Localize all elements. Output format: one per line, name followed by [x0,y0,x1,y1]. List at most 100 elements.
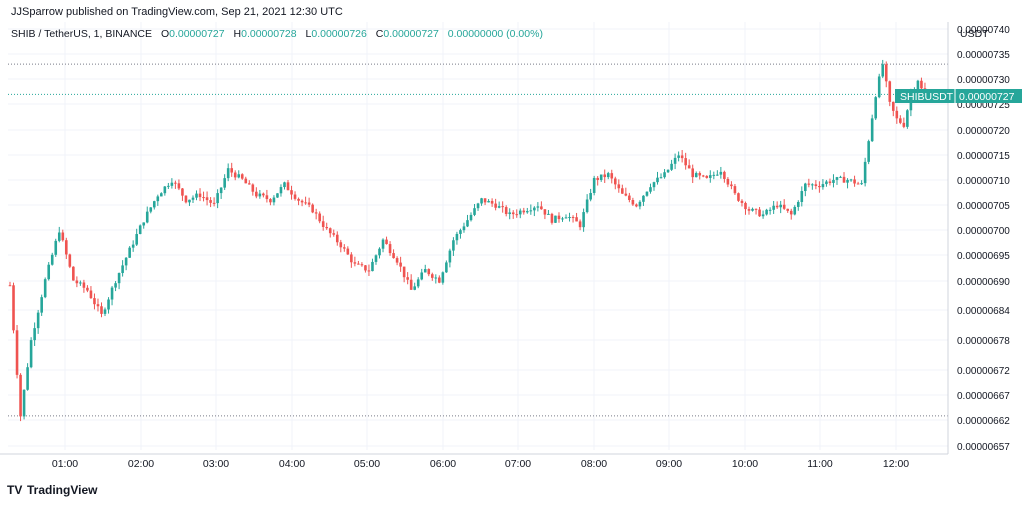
candle [202,191,205,202]
candle [754,208,758,215]
x-tick-label: 05:00 [354,458,380,470]
y-tick-label: 0.00000667 [957,391,1010,402]
candle [635,203,638,208]
candle-body [230,168,234,173]
candle-body [409,279,413,290]
candle [251,183,255,196]
tradingview-logo[interactable]: TV TradingView [7,483,98,497]
candle-body [247,183,251,185]
candle-body [515,214,519,216]
candle-body [96,304,100,307]
candle [673,153,677,170]
candle-body [131,244,135,248]
candle [61,229,65,242]
candle-body [293,194,297,199]
candle-body [673,157,677,164]
candle-body [814,184,818,186]
candle-body [719,171,723,175]
candle [328,227,332,238]
candle-body [666,169,670,173]
candle-body [47,264,51,280]
candle-body [606,173,610,178]
candle [47,262,51,281]
candle-body [701,175,705,177]
candle-body [357,263,360,265]
y-tick-label: 0.00000720 [957,126,1010,137]
candle [578,219,582,231]
candle-body [737,193,740,201]
candle [698,171,702,180]
candle [19,373,22,422]
candle-body [195,193,198,198]
candle-body [339,242,343,248]
candle-body [121,265,124,274]
candle [515,209,519,218]
candle-body [156,196,160,202]
candle [758,207,761,217]
candle-body [849,179,853,181]
candle [240,173,244,180]
candle [508,208,512,220]
candle [448,248,452,268]
y-tick-label: 0.00000678 [957,336,1010,347]
candle [761,210,765,219]
candle-body [216,193,219,204]
candle-body [758,209,761,217]
candle-body [438,277,441,283]
candle-body [476,203,480,209]
candle [656,171,659,185]
candle-body [255,191,258,197]
candle-body [114,283,117,288]
y-tick-label: 0.00000695 [957,251,1010,262]
candle [825,179,828,187]
candle-body [262,193,265,196]
candle [719,166,723,179]
candle [793,205,797,216]
candle [367,264,371,276]
candle-body [142,222,146,226]
candle [416,277,420,289]
candle-body [138,225,142,235]
candle-body [853,179,856,184]
candle [504,205,508,217]
candle [131,240,135,252]
candle-body [726,178,730,185]
candle-body [223,178,226,188]
candle-series[interactable] [8,59,934,422]
candle-body [75,280,79,284]
legend-low-label: L [306,28,312,40]
candle-body [804,183,807,192]
candle [57,226,61,243]
candle-body [698,173,702,176]
candle [677,151,680,162]
candle-body [628,195,631,201]
candle [216,189,219,209]
currency-label: USDT [960,28,989,40]
candle-body [554,215,557,223]
candle-body [19,374,22,417]
time-axis[interactable]: 01:00 02:00 03:00 04:00 05:00 06:00 07:00 08:00… [0,453,948,470]
candle-body [825,181,828,185]
candle-body [416,279,420,287]
candle [177,179,181,191]
candle-body [585,199,589,213]
candle [110,285,114,306]
candle [737,192,740,202]
price-axis[interactable]: 0.00000740 0.00000735 0.00000730 0.00000725… [947,22,1010,454]
candle-body [353,262,357,264]
candle [343,244,346,252]
candle-body [26,367,29,390]
candle [117,272,121,290]
candle [606,171,610,180]
candle-body [332,233,336,235]
candle-body [61,232,65,241]
candle [290,185,293,200]
candle-body [367,270,371,272]
candle [149,207,153,214]
candle [684,152,687,170]
candle-body [300,200,304,203]
candle-body [557,215,561,220]
candle-body [297,198,300,201]
candle [694,171,698,178]
candle [526,207,529,214]
